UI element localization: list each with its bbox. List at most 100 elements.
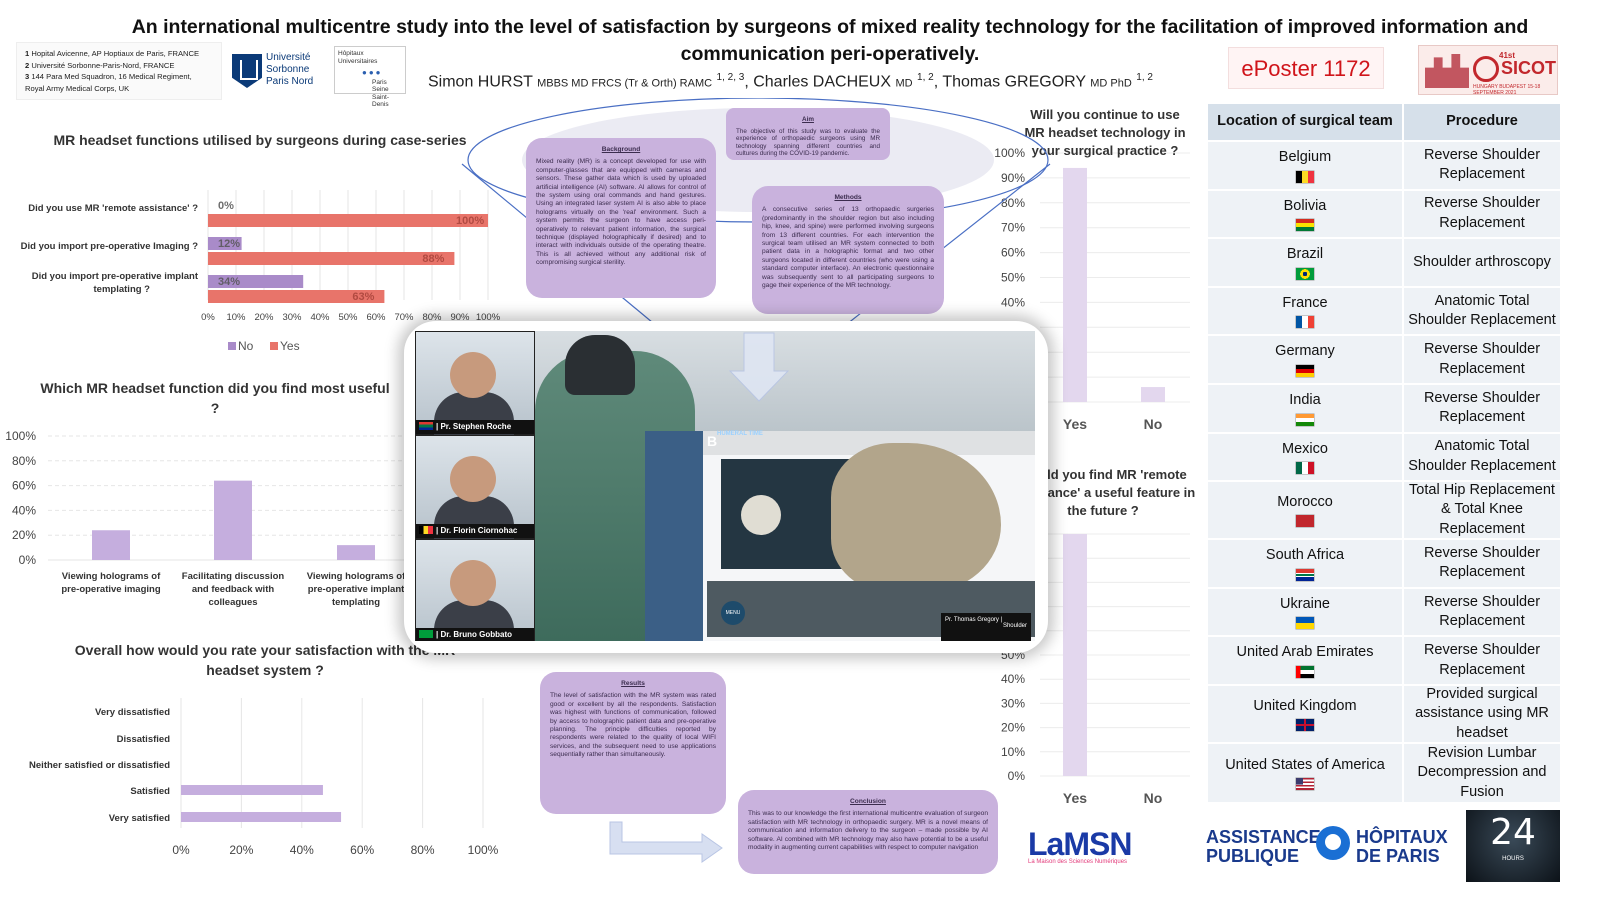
category-label: Very satisfied xyxy=(109,813,170,824)
surgical-team-table: Location of surgical team Procedure Belg… xyxy=(1207,103,1561,803)
bar-yes xyxy=(208,214,488,227)
sorbonne-logo: Université Sorbonne Paris Nord xyxy=(232,50,320,92)
parliament-icon xyxy=(1425,54,1469,88)
video-participant: | Dr. Bruno Gobbato xyxy=(415,539,535,641)
category-label: Dissatisfied xyxy=(117,734,171,745)
y-tick-label: 30% xyxy=(1001,696,1025,710)
bar xyxy=(181,785,323,795)
bar-no xyxy=(208,275,304,288)
location-cell: United Arab Emirates xyxy=(1207,636,1403,685)
chart5-title: Would you find MR 'remote assistance' a … xyxy=(1010,467,1196,518)
location-cell: Ukraine xyxy=(1207,587,1403,637)
chart2-title: Which MR headset function did you find m… xyxy=(40,380,390,416)
table-row: Ukraine Reverse Shoulder Replacement xyxy=(1207,587,1561,637)
table-row: Brazil Shoulder arthroscopy xyxy=(1207,238,1561,287)
author-list: Simon HURST MBBS MD FRCS (Tr & Orth) RAM… xyxy=(428,72,1153,91)
crest-icon xyxy=(232,54,262,88)
author-quals: MBBS MD FRCS (Tr & Orth) RAMC xyxy=(537,77,713,90)
procedure-cell: Reverse Shoulder Replacement xyxy=(1403,539,1561,588)
background-heading: Background xyxy=(601,146,641,153)
bar-yes xyxy=(208,252,455,265)
heart-icon xyxy=(1316,826,1350,860)
logo-text: Paris Seine xyxy=(372,78,389,94)
location-cell: United Kingdom xyxy=(1207,684,1403,743)
x-tick-label: 30% xyxy=(282,312,302,323)
y-tick-label: 40% xyxy=(1001,295,1025,309)
hologram-view xyxy=(703,431,1035,641)
logo-text: SICOT xyxy=(1501,58,1557,78)
category-label: and feedback with xyxy=(192,584,275,595)
table-row: India Reverse Shoulder Replacement xyxy=(1207,383,1561,433)
morocco-flag-icon xyxy=(1296,515,1314,528)
methods-text: A consecutive series of 13 orthopaedic s… xyxy=(762,206,934,290)
location-cell: Morocco xyxy=(1207,481,1403,540)
table-row: Belgium Reverse Shoulder Replacement xyxy=(1207,141,1561,190)
panel-label-b: B xyxy=(707,433,718,449)
x-tick-label: 50% xyxy=(338,312,358,323)
category-label: colleagues xyxy=(208,597,257,608)
category-label: pre-operative imaging xyxy=(61,584,160,595)
location-name: Mexico xyxy=(1282,440,1328,457)
united-kingdom-flag-icon xyxy=(1296,719,1314,732)
aphp-left-text: ASSISTANCE PUBLIQUE xyxy=(1206,827,1321,866)
affiliation-number: 2 xyxy=(25,60,30,70)
author-name: Thomas GREGORY xyxy=(942,73,1086,91)
location-name: France xyxy=(1282,294,1328,311)
table-row: Mexico Anatomic Total Shoulder Replacemen… xyxy=(1207,432,1561,482)
x-tick-label: 90% xyxy=(450,312,470,323)
bar xyxy=(92,530,130,560)
location-cell: India xyxy=(1207,383,1403,433)
category-label: Did you import pre-operative implant xyxy=(32,271,199,282)
y-tick-label: 60% xyxy=(1001,246,1025,260)
x-tick-label: 20% xyxy=(254,312,274,323)
chart1-title: MR headset functions utilised by surgeon… xyxy=(53,132,467,148)
participant-caption: | Dr. Bruno Gobbato xyxy=(416,628,534,641)
methods-box: Methods A consecutive series of 13 ortho… xyxy=(752,186,944,314)
results-heading: Results xyxy=(621,680,645,687)
location-cell: Belgium xyxy=(1207,141,1403,190)
category-label: No xyxy=(1144,416,1163,432)
category-label: Very dissatisfied xyxy=(95,707,170,718)
category-label: pre-operative implant xyxy=(308,584,405,595)
aim-heading: Aim xyxy=(802,116,814,123)
operator-name: Pr. Thomas Gregory | xyxy=(945,617,1003,623)
category-label: Viewing holograms of xyxy=(307,571,406,582)
affiliation-number: 3 xyxy=(25,72,30,81)
logo-text: Hôpitaux xyxy=(338,50,364,57)
humeral-time-label: HUMERAL TIME xyxy=(717,431,763,437)
data-label: 0% xyxy=(218,200,234,212)
video-participant: | Pr. Stephen Roche xyxy=(415,331,535,436)
video-participant: | Dr. Florin Ciornohac xyxy=(415,435,535,540)
affiliations: 1 Hopital Avicenne, AP Hoptiaux de Paris… xyxy=(16,42,222,100)
y-tick-label: 10% xyxy=(1001,745,1025,759)
y-tick-label: 100% xyxy=(994,146,1025,160)
author-name: Charles DACHEUX xyxy=(753,73,892,91)
y-tick-label: 0% xyxy=(1008,769,1026,783)
location-name: United Arab Emirates xyxy=(1236,644,1374,661)
y-tick-label: 20% xyxy=(1001,721,1025,735)
brazil-flag-icon xyxy=(419,630,433,638)
aphp-logo: ASSISTANCE PUBLIQUE HÔPITAUX DE PARIS xyxy=(1206,822,1448,868)
author-quals: MD xyxy=(895,77,913,90)
procedure-cell: Reverse Shoulder Replacement xyxy=(1403,383,1561,433)
data-label: 100% xyxy=(456,215,484,227)
y-tick-label: 70% xyxy=(1001,221,1025,235)
logo-text: Paris Nord xyxy=(266,76,314,87)
logo-text: HUNGARY BUDAPEST 15-18 SEPTEMBER 2021 xyxy=(1473,84,1541,96)
location-cell: France xyxy=(1207,286,1403,336)
category-label: Did you import pre-operative Imaging ? xyxy=(21,241,199,252)
y-tick-label: 90% xyxy=(1001,171,1025,185)
author-quals: MD PhD xyxy=(1090,77,1132,90)
logo-text: 41st xyxy=(1499,51,1516,60)
location-cell: South Africa xyxy=(1207,539,1403,588)
bar-no xyxy=(208,237,242,250)
y-tick-label: 20% xyxy=(12,528,36,542)
category-label: Viewing holograms of xyxy=(62,571,161,582)
united-arab-emirates-flag-icon xyxy=(1296,665,1314,678)
logo-text: Saint-Denis xyxy=(372,93,389,109)
bolivia-flag-icon xyxy=(1296,219,1314,232)
arrow-right-icon xyxy=(609,821,723,863)
participant-caption: | Dr. Florin Ciornohac xyxy=(416,524,534,538)
belgium-flag-icon xyxy=(419,526,433,534)
person-figure xyxy=(450,352,496,398)
